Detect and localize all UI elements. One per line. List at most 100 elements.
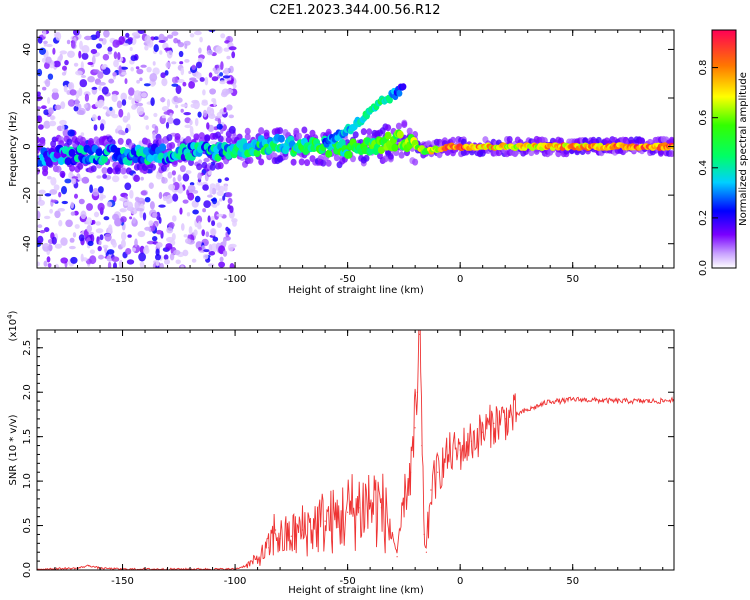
noise-dot [155,242,163,248]
noise-dot [220,33,226,39]
spread-dot [247,156,254,164]
noise-dot [216,123,223,130]
noise-dot [202,89,206,96]
noise-dot [171,76,179,84]
snr-point [324,520,326,522]
noise-dot [104,233,112,242]
noise-dot [42,86,47,91]
noise-dot [184,124,192,129]
noise-dot [211,76,219,82]
ridge-mark [95,148,103,157]
spread-dot [398,151,405,159]
noise-dot [46,256,51,263]
noise-dot [70,40,76,49]
noise-dot [202,254,209,260]
spread-dot [120,167,127,175]
noise-dot [118,259,123,268]
noise-dot [113,59,119,68]
noise-dot [111,256,120,263]
noise-dot [177,174,182,182]
noise-dot [127,37,133,42]
noise-dot [91,86,98,90]
noise-dot [76,110,85,115]
noise-dot [47,175,52,180]
spread-dot [79,136,86,144]
noise-dot [190,103,196,109]
noise-dot [129,216,133,220]
noise-dot [225,226,229,232]
noise-dot [226,104,233,111]
noise-dot [203,157,210,163]
noise-dot [152,67,160,75]
noise-dot [175,104,179,109]
noise-dot [176,97,183,103]
noise-dot [227,244,234,252]
noise-dot [225,192,233,198]
spread-dot [382,155,389,163]
noise-dot [74,224,80,229]
noise-dot [99,123,105,131]
noise-dot [81,45,90,54]
noise-dot [146,66,152,73]
spread-dot [166,134,173,142]
spread-dot [179,165,186,173]
spread-dot [258,127,265,134]
noise-dot [171,61,177,65]
noise-dot [84,93,89,102]
noise-dot [54,104,62,111]
ridge-mark [253,149,261,158]
spread-dot [387,152,394,160]
noise-dot [121,99,127,106]
noise-dot [103,216,110,221]
colorbar-tick-label: 0.8 [698,60,709,76]
noise-dot [219,80,226,85]
noise-dot [43,120,51,129]
branch-mark [386,96,393,104]
noise-dot [79,79,88,88]
noise-dot [42,243,50,247]
snr-point [482,431,484,433]
noise-dot [175,85,182,95]
snr-point [527,409,529,411]
ridge-mark [338,139,346,147]
noise-dot [217,118,222,125]
noise-dot [117,52,121,60]
noise-dot [134,200,141,210]
noise-dot [103,30,110,38]
noise-dot [136,102,144,107]
noise-dot [216,213,224,217]
noise-dot [70,211,76,216]
noise-dot [209,186,213,196]
noise-dot [44,227,50,233]
noise-dot [189,119,193,126]
noise-dot [57,208,65,212]
noise-dot [125,32,130,38]
noise-dot [155,248,160,256]
spread-dot [50,140,57,148]
noise-dot [223,107,227,113]
noise-dot [44,193,52,197]
noise-dot [159,263,164,268]
noise-dot [153,36,159,41]
noise-dot [166,49,173,59]
noise-dot [98,254,104,260]
snr-point [313,525,315,527]
ridge-mark [377,146,385,155]
noise-dot [140,92,147,98]
snr-point [279,538,281,540]
noise-dot [175,259,181,265]
noise-dot [47,97,51,104]
noise-dot [209,88,217,95]
colorbar-frame [711,29,737,269]
noise-dot [51,88,59,93]
noise-dot [140,176,144,181]
spectrogram-axes: -150 -100 -50 0 50 -40 -20 0 20 40 [22,30,674,285]
spread-dot [209,163,216,171]
noise-dot [163,111,170,115]
spectrogram-panel: -150 -100 -50 0 50 -40 -20 0 20 40 Height of stra… [8,29,675,296]
noise-dot [184,117,191,124]
spec-xtick-label: 0 [457,274,463,285]
noise-dot [55,31,62,41]
noise-dot [50,199,58,203]
noise-dot [52,47,56,55]
